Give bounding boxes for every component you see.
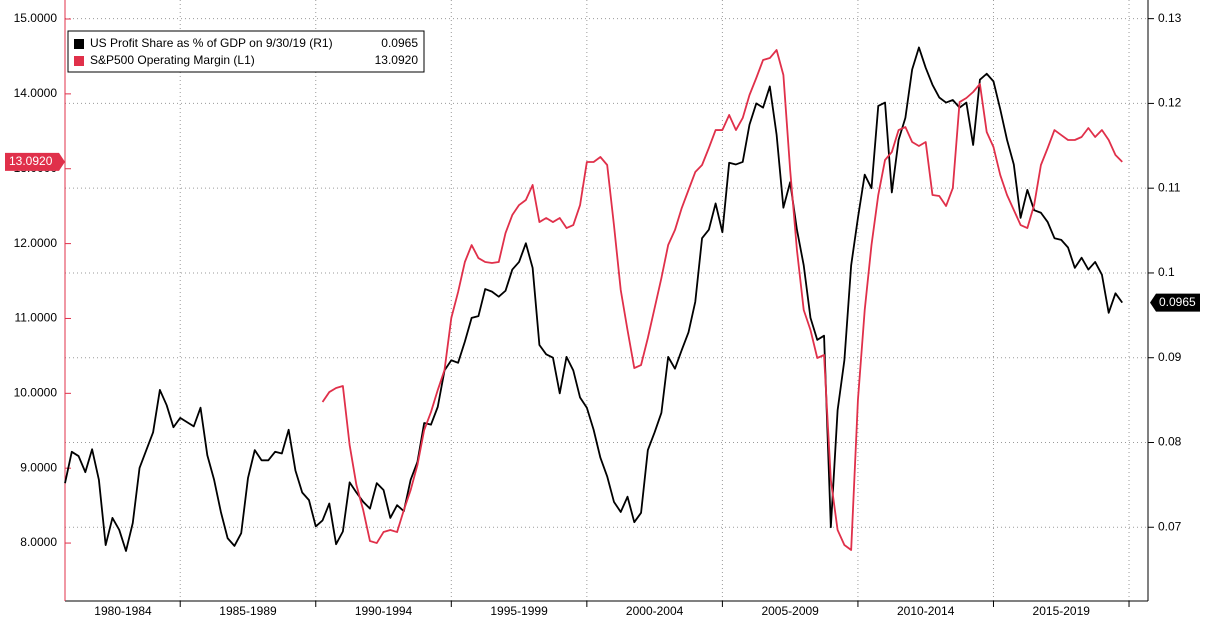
y2-tick-label: 0.09 xyxy=(1158,350,1182,364)
last-value-marker: 0.0965 xyxy=(1150,293,1200,312)
y2-tick-label: 0.1 xyxy=(1158,265,1175,279)
x-tick-label: 1990-1994 xyxy=(355,604,413,618)
x-tick-label: 2015-2019 xyxy=(1033,604,1091,618)
legend-label: US Profit Share as % of GDP on 9/30/19 (… xyxy=(90,36,333,50)
y2-tick-label: 0.13 xyxy=(1158,11,1182,25)
legend: US Profit Share as % of GDP on 9/30/19 (… xyxy=(67,30,425,73)
x-tick-label: 2010-2014 xyxy=(897,604,955,618)
marker-label: 0.0965 xyxy=(1159,295,1196,309)
y2-tick-label: 0.12 xyxy=(1158,96,1182,110)
legend-swatch xyxy=(74,39,84,49)
y-tick-label: 9.0000 xyxy=(20,460,57,474)
legend-swatch xyxy=(74,56,84,66)
legend-box xyxy=(67,30,425,73)
legend-value: 13.0920 xyxy=(375,53,419,67)
x-tick-label: 2000-2004 xyxy=(626,604,684,618)
legend-label: S&P500 Operating Margin (L1) xyxy=(90,53,255,67)
x-tick-label: 1980-1984 xyxy=(94,604,152,618)
y-tick-label: 11.0000 xyxy=(15,311,58,325)
y-tick-label: 10.0000 xyxy=(14,386,58,400)
y-tick-label: 12.0000 xyxy=(14,236,58,250)
last-value-marker: 13.0920 xyxy=(5,152,65,171)
y2-tick-label: 0.07 xyxy=(1158,519,1182,533)
marker-box xyxy=(1150,293,1200,312)
y2-tick-label: 0.11 xyxy=(1158,180,1181,194)
marker-label: 13.0920 xyxy=(9,154,53,168)
legend-value: 0.0965 xyxy=(381,36,418,50)
y-tick-label: 15.0000 xyxy=(14,11,58,25)
series-line xyxy=(321,49,1123,551)
marker-box xyxy=(5,152,65,171)
x-tick-label: 1995-1999 xyxy=(490,604,548,618)
y-tick-label: 14.0000 xyxy=(14,86,58,100)
y2-tick-label: 0.08 xyxy=(1158,435,1182,449)
x-tick-label: 2005-2009 xyxy=(761,604,819,618)
x-tick-label: 1985-1989 xyxy=(219,604,277,618)
y-tick-label: 8.0000 xyxy=(20,535,57,549)
series-line xyxy=(64,46,1123,552)
